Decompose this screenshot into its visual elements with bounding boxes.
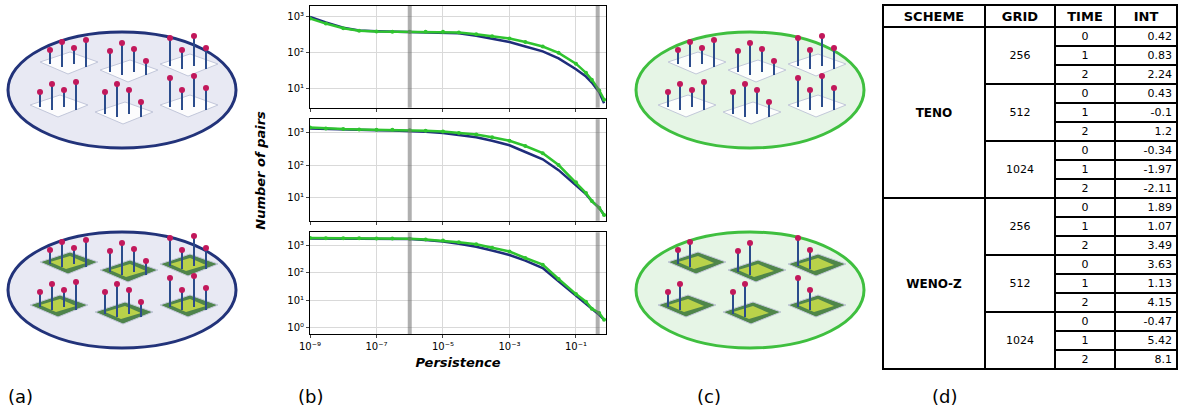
svg-text:10⁻⁷: 10⁻⁷: [365, 341, 387, 352]
html-text:0: 0: [1081, 144, 1089, 157]
html-text:2: 2: [1081, 296, 1089, 309]
html-text:1.2: 1.2: [1154, 125, 1172, 138]
html-text:0: 0: [1081, 87, 1089, 100]
html-text:INT: INT: [1133, 8, 1159, 24]
html-text:0: 0: [1081, 30, 1089, 43]
html-text:1: 1: [1081, 334, 1089, 347]
html-text:512: 512: [1009, 106, 1031, 119]
svg-text:10²: 10²: [287, 160, 304, 171]
html-text:3.63: 3.63: [1147, 258, 1172, 271]
svg-text:Persistence: Persistence: [415, 355, 500, 370]
html-text:3.49: 3.49: [1147, 239, 1172, 252]
html-text:1.07: 1.07: [1147, 220, 1172, 233]
html-text:1024: 1024: [1006, 163, 1034, 176]
svg-text:10⁻⁵: 10⁻⁵: [432, 341, 454, 352]
svg-text:10¹: 10¹: [287, 295, 304, 306]
html-text:0.83: 0.83: [1147, 49, 1172, 62]
html-text:0: 0: [1081, 258, 1089, 271]
svg-text:10⁻³: 10⁻³: [498, 341, 520, 352]
html-text:1: 1: [1081, 163, 1089, 176]
svg-text:10¹: 10¹: [287, 192, 304, 203]
svg-text:10³: 10³: [287, 11, 304, 22]
svg-text:10⁰: 10⁰: [287, 322, 304, 333]
html-text:TIME: TIME: [1067, 8, 1103, 24]
html-text:WENO-Z: WENO-Z: [906, 276, 962, 291]
html-text:1.89: 1.89: [1147, 201, 1172, 214]
svg-text:Number of pairs: Number of pairs: [253, 111, 268, 230]
svg-text:10³: 10³: [287, 240, 304, 251]
html-text:1024: 1024: [1006, 334, 1034, 347]
html-text:2: 2: [1081, 239, 1089, 252]
html-text:1: 1: [1081, 220, 1089, 233]
html-text:SCHEME: SCHEME: [903, 8, 965, 24]
html-text:256: 256: [1009, 220, 1031, 233]
html-text:2: 2: [1081, 353, 1089, 366]
html-text:2.24: 2.24: [1147, 68, 1172, 81]
html-text:-0.1: -0.1: [1150, 106, 1172, 119]
html-text:2: 2: [1081, 125, 1089, 138]
html-text:-0.34: -0.34: [1143, 144, 1172, 157]
svg-text:10²: 10²: [287, 47, 304, 58]
html-text:0.43: 0.43: [1147, 87, 1172, 100]
html-text:256: 256: [1009, 49, 1031, 62]
html-text:4.15: 4.15: [1147, 296, 1172, 309]
html-text:(d): (d): [932, 386, 958, 407]
html-text:(c): (c): [697, 386, 721, 407]
svg-text:10¹: 10¹: [287, 83, 304, 94]
svg-text:10⁻¹: 10⁻¹: [565, 341, 587, 352]
html-text:2: 2: [1081, 68, 1089, 81]
html-text:-2.11: -2.11: [1143, 182, 1172, 195]
html-text:0.42: 0.42: [1147, 30, 1172, 43]
html-text:5.42: 5.42: [1147, 334, 1172, 347]
html-text:-1.97: -1.97: [1143, 163, 1172, 176]
html-text:(b): (b): [298, 386, 324, 407]
html-text:2: 2: [1081, 182, 1089, 195]
svg-text:10⁻⁹: 10⁻⁹: [299, 341, 321, 352]
html-text:TENO: TENO: [915, 105, 953, 120]
html-text:0: 0: [1081, 315, 1089, 328]
html-text:512: 512: [1009, 277, 1031, 290]
html-text:1: 1: [1081, 277, 1089, 290]
html-text:1.13: 1.13: [1147, 277, 1172, 290]
svg-text:10³: 10³: [287, 127, 304, 138]
svg-text:10²: 10²: [287, 267, 304, 278]
html-text:(a): (a): [8, 386, 34, 407]
html-text:GRID: GRID: [1001, 8, 1039, 24]
html-text:-0.47: -0.47: [1143, 315, 1172, 328]
html-text:1: 1: [1081, 49, 1089, 62]
html-text:0: 0: [1081, 201, 1089, 214]
html-text:8.1: 8.1: [1154, 353, 1172, 366]
html-text:1: 1: [1081, 106, 1089, 119]
